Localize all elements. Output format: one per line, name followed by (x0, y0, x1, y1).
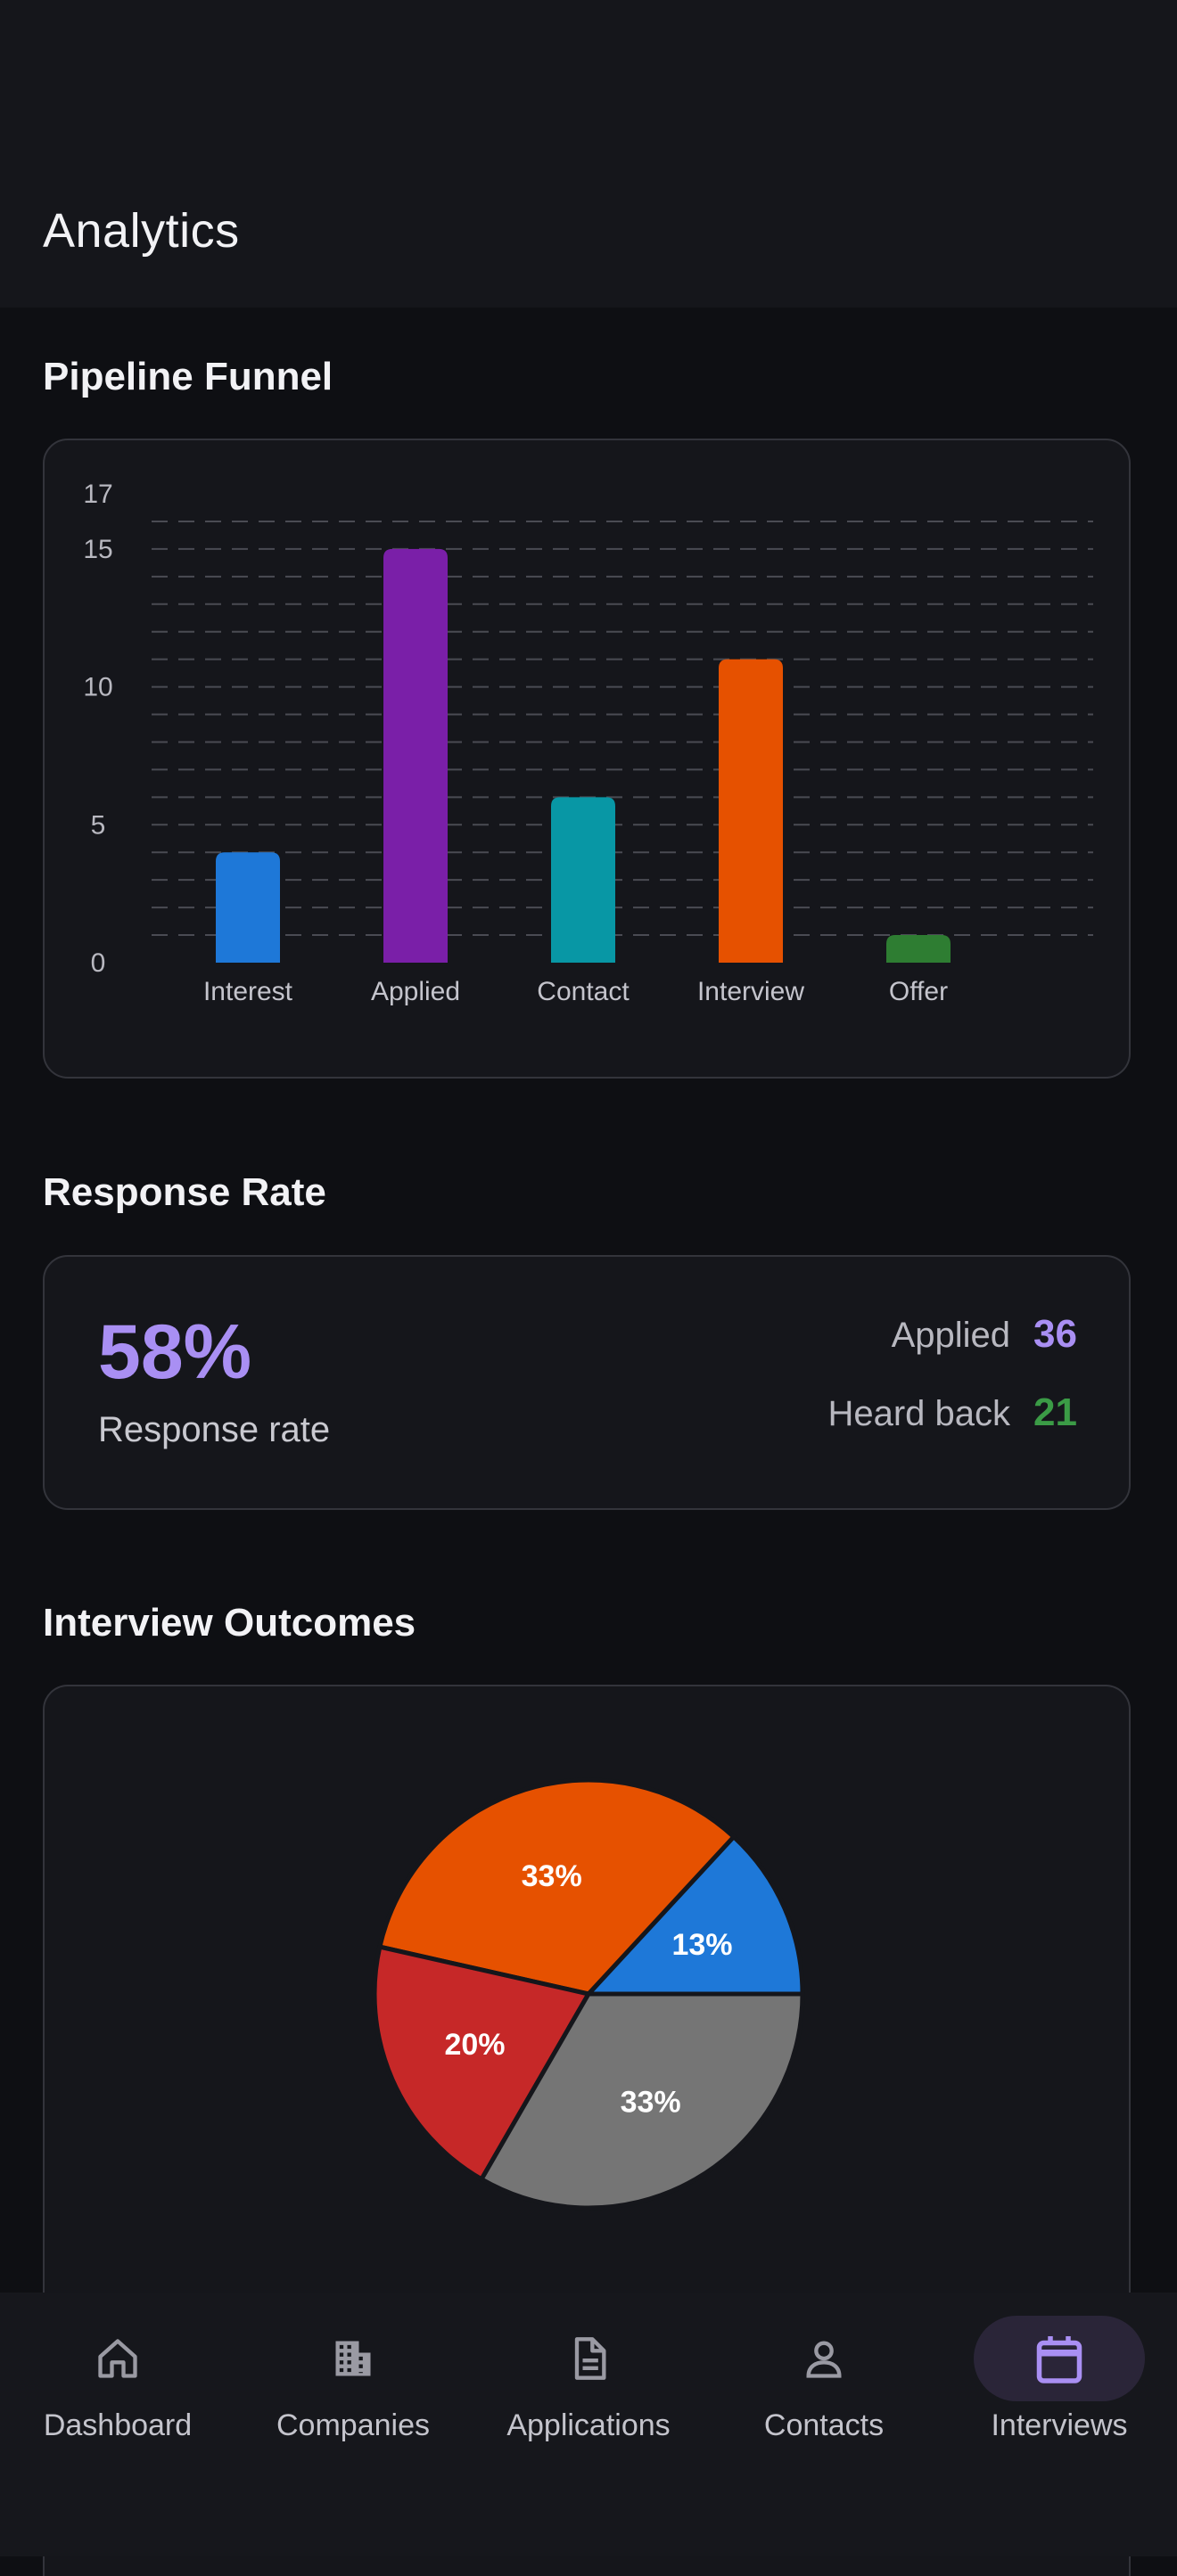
pie-slice-label: 33% (522, 1859, 582, 1893)
y-tick-label: 5 (91, 810, 106, 840)
nav-dashboard-label: Dashboard (43, 2408, 193, 2442)
nav-applications-label: Applications (506, 2408, 671, 2442)
calendar-icon (1036, 2336, 1082, 2383)
pie-slice (586, 1834, 805, 1997)
bar-interest (216, 852, 280, 963)
y-tick-label: 17 (83, 480, 112, 509)
nav-companies-label: Companies (276, 2408, 430, 2442)
nav-contacts-label: Contacts (763, 2408, 885, 2442)
funnel-section-title: Pipeline Funnel (43, 355, 333, 398)
outcomes-section-title: Interview Outcomes (43, 1601, 416, 1645)
nav-applications-icon-wrap (503, 2316, 674, 2401)
x-tick-label: Offer (889, 977, 948, 1006)
response-card: 58% Response rate Applied 36 Heard back … (43, 1255, 1131, 1510)
x-tick-label: Interest (203, 977, 293, 1006)
applied-label: Applied (891, 1316, 1011, 1355)
pie-slice-label: 33% (621, 2086, 681, 2120)
applied-stat: Applied 36 (892, 1312, 1077, 1357)
nav-interviews[interactable]: Interviews (942, 2293, 1177, 2556)
heard-back-label: Heard back (827, 1394, 1011, 1433)
response-rate-label: Response rate (98, 1410, 331, 1449)
nav-companies-icon-wrap (268, 2316, 439, 2401)
nav-contacts-icon-wrap (738, 2316, 910, 2401)
bar-applied (383, 548, 448, 963)
y-tick-label: 0 (91, 948, 106, 978)
bar-contact (551, 797, 615, 963)
pie-slice (372, 1944, 591, 2182)
nav-dashboard[interactable]: Dashboard (0, 2293, 235, 2556)
nav-contacts[interactable]: Contacts (706, 2293, 942, 2556)
bottom-nav: Dashboard Companies Applications Contact… (0, 2293, 1177, 2556)
y-tick-label: 15 (83, 535, 112, 564)
pie-slice-label: 20% (444, 2028, 505, 2062)
nav-applications[interactable]: Applications (471, 2293, 706, 2556)
y-tick-label: 10 (83, 673, 112, 702)
funnel-card: 0 5 10 15 17 Interest Applied Contact Interview O… (43, 439, 1131, 1079)
bar-interview (719, 659, 783, 963)
heard-back-value: 21 (1033, 1391, 1077, 1434)
bar-offer (886, 935, 951, 963)
heard-back-stat: Heard back 21 (827, 1391, 1077, 1435)
document-icon (574, 2337, 606, 2380)
applied-value: 36 (1033, 1312, 1077, 1356)
app-header: Analytics (0, 0, 1177, 308)
building-icon (335, 2341, 371, 2376)
page-title: Analytics (43, 204, 240, 258)
pie-slice-label: 13% (671, 1928, 732, 1962)
pie-slice (479, 1991, 805, 2211)
nav-companies[interactable]: Companies (235, 2293, 471, 2556)
pie-slice (377, 1777, 737, 1997)
nav-interviews-label: Interviews (991, 2408, 1128, 2442)
nav-dashboard-icon-wrap (32, 2316, 203, 2401)
home-icon (98, 2339, 137, 2378)
response-rate-value: 58% (98, 1309, 252, 1395)
outcomes-pie-chart: 13% 33% 20% 33% (372, 1777, 805, 2211)
x-tick-label: Contact (537, 977, 630, 1006)
response-section-title: Response Rate (43, 1170, 326, 1214)
funnel-bar-chart: 0 5 10 15 17 Interest Applied Contact Interview O… (83, 480, 1093, 1006)
nav-interviews-icon-wrap (974, 2316, 1145, 2401)
person-icon (806, 2341, 842, 2378)
x-tick-label: Interview (697, 977, 804, 1006)
x-tick-label: Applied (371, 977, 460, 1006)
